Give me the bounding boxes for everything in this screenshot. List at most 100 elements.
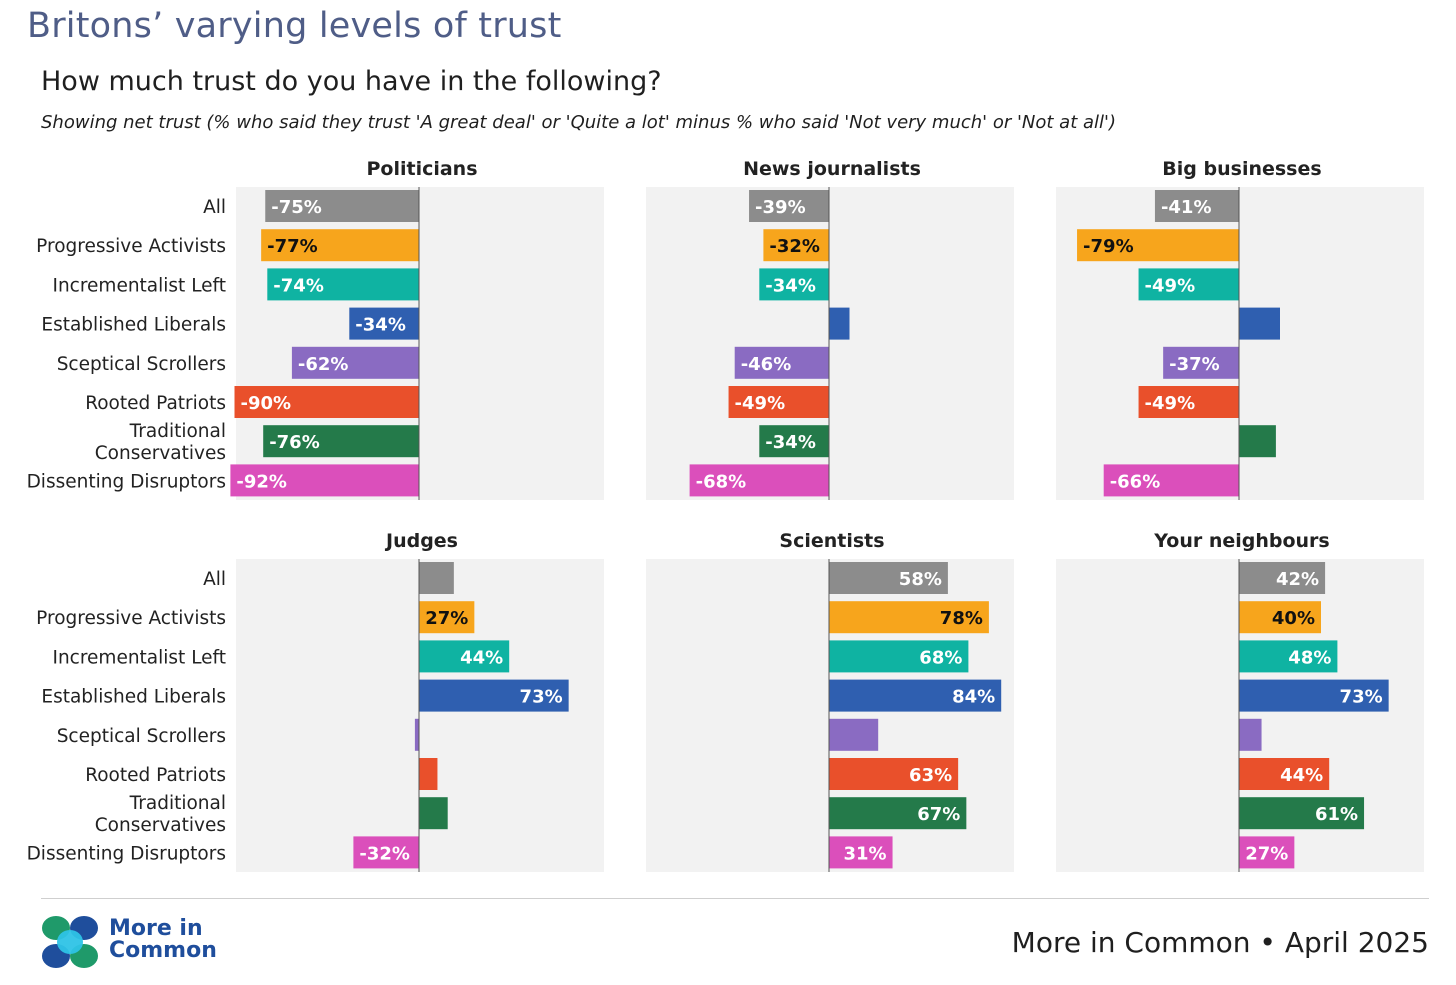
bar <box>829 836 893 869</box>
bar <box>1239 758 1330 790</box>
category-label: Dissenting Disruptors <box>27 843 226 864</box>
category-label: All <box>203 197 226 218</box>
bar <box>829 601 989 634</box>
bar <box>1138 386 1239 418</box>
bar <box>1239 307 1280 340</box>
bar <box>1154 190 1239 222</box>
data-label: -49% <box>1145 393 1196 414</box>
bar <box>749 190 829 222</box>
panel-title-politicians: Politicians <box>366 158 477 180</box>
bar <box>1138 268 1239 301</box>
data-label: -76% <box>269 432 320 453</box>
data-label: -66% <box>1110 471 1161 492</box>
category-label: Established Liberals <box>41 315 226 336</box>
footer-divider <box>41 898 1429 899</box>
bar <box>689 464 829 497</box>
data-label: -90% <box>241 393 292 414</box>
bar <box>230 464 419 497</box>
bar <box>763 229 829 262</box>
category-label: Sceptical Scrollers <box>57 354 226 375</box>
data-label: 27% <box>425 608 468 629</box>
bar <box>265 190 419 222</box>
category-label: Conservatives <box>95 443 226 464</box>
category-label: Incrementalist Left <box>52 647 226 668</box>
data-label: 42% <box>1276 569 1319 590</box>
bar <box>263 425 419 458</box>
category-label: Conservatives <box>95 815 226 836</box>
bar <box>1239 425 1276 458</box>
data-label: 63% <box>909 765 952 786</box>
bar <box>291 346 419 379</box>
category-label: Traditional <box>129 421 226 442</box>
bar <box>1239 601 1321 634</box>
category-label: All <box>203 569 226 590</box>
panel-title-scientists: Scientists <box>779 530 884 552</box>
bar <box>419 640 510 673</box>
data-label: 31% <box>843 843 886 864</box>
panel-title-judges: Judges <box>384 530 458 552</box>
category-label: Established Liberals <box>41 687 226 708</box>
bar <box>419 562 454 594</box>
data-label: -34% <box>765 275 816 296</box>
panel-title-big-businesses: Big businesses <box>1162 158 1321 180</box>
data-label: 73% <box>520 687 563 708</box>
data-label: 58% <box>899 569 942 590</box>
category-label: Incrementalist Left <box>52 275 226 296</box>
data-label: -74% <box>273 275 324 296</box>
data-label: -75% <box>271 197 322 218</box>
chart-subtitle: How much trust do you have in the follow… <box>41 66 662 97</box>
data-label: -41% <box>1161 197 1212 218</box>
bar <box>261 229 419 262</box>
more-in-common-logo-icon <box>42 916 98 968</box>
bar <box>829 562 948 594</box>
chart-note: Showing net trust (% who said they trust… <box>41 112 1116 133</box>
data-label: -92% <box>236 471 287 492</box>
category-label: Traditional <box>129 793 226 814</box>
bar <box>349 307 419 340</box>
bar <box>419 601 475 634</box>
logo-wordmark: More in Common <box>109 918 217 962</box>
bar <box>728 386 829 418</box>
data-label: -34% <box>765 432 816 453</box>
data-label: 44% <box>1280 765 1323 786</box>
category-label: Rooted Patriots <box>85 393 226 414</box>
bar <box>419 758 438 790</box>
data-label: 67% <box>917 804 960 825</box>
bar <box>1239 562 1326 594</box>
bar <box>1163 346 1239 379</box>
bar <box>759 425 829 458</box>
data-label: -49% <box>1145 275 1196 296</box>
bar <box>759 268 829 301</box>
bar <box>353 836 419 869</box>
category-label: Progressive Activists <box>36 236 226 257</box>
data-label: -32% <box>359 843 410 864</box>
data-label: -34% <box>355 315 406 336</box>
data-label: -77% <box>267 236 318 257</box>
category-label: Progressive Activists <box>36 608 226 629</box>
logo-line-1: More in <box>109 916 203 941</box>
bar <box>234 386 419 418</box>
bar <box>829 640 969 673</box>
panel-background <box>646 187 1014 500</box>
data-label: -68% <box>696 471 747 492</box>
data-label: 73% <box>1340 687 1383 708</box>
bar <box>829 797 967 830</box>
bar <box>267 268 419 301</box>
bar <box>734 346 829 379</box>
bar <box>829 307 850 340</box>
bar <box>419 797 448 830</box>
data-label: -49% <box>735 393 786 414</box>
data-label: 44% <box>460 647 503 668</box>
data-label: 48% <box>1288 647 1331 668</box>
bar <box>1239 679 1389 712</box>
bar <box>414 718 419 751</box>
data-label: -79% <box>1083 236 1134 257</box>
panel-title-news-journalists: News journalists <box>743 158 921 180</box>
data-label: 78% <box>940 608 983 629</box>
bar <box>829 679 1002 712</box>
page-title: Britons’ varying levels of trust <box>27 6 562 46</box>
bar <box>1103 464 1239 497</box>
bar <box>1239 718 1262 751</box>
data-label: -46% <box>741 354 792 375</box>
